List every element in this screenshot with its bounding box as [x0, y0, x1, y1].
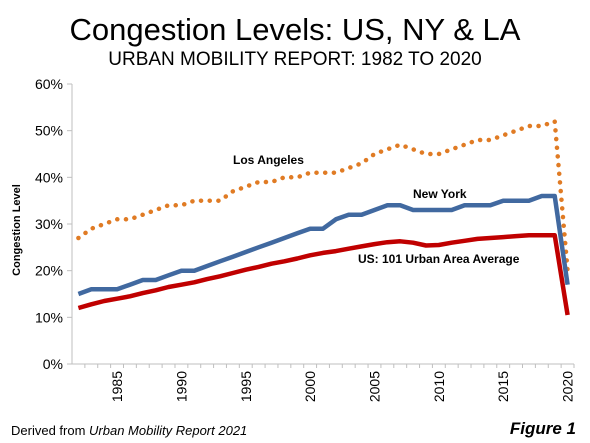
x-tick-label: 2005 — [366, 371, 382, 402]
series-label-los-angeles: Los Angeles — [233, 153, 304, 167]
chart-subtitle: URBAN MOBILITY REPORT: 1982 TO 2020 — [108, 49, 482, 70]
x-tick-label: 1985 — [109, 371, 125, 402]
x-tick-label: 2015 — [495, 371, 511, 402]
series-line-new-york — [77, 193, 570, 297]
y-tick-label: 10% — [35, 309, 63, 325]
source-prefix: Derived from — [11, 423, 90, 438]
y-tick-label: 0% — [43, 356, 63, 372]
figure-label: Figure 1 — [509, 419, 576, 438]
x-tick-label: 2000 — [302, 371, 318, 402]
x-tick-labels: 1985 1990 1995 2000 2005 2010 2015 2020 — [109, 371, 576, 402]
series-lines — [76, 119, 570, 316]
source-title: Urban Mobility Report 2021 — [89, 423, 248, 438]
chart-title: Congestion Levels: US, NY & LA — [69, 12, 521, 47]
axes — [67, 83, 575, 368]
y-tick-label: 50% — [35, 123, 63, 139]
series-label-us-average: US: 101 Urban Area Average — [358, 252, 520, 266]
x-tick-label: 1995 — [238, 371, 254, 402]
y-tick-label: 60% — [35, 76, 63, 92]
series-line-us-average — [77, 232, 570, 316]
series-label-new-york: New York — [413, 187, 467, 201]
x-tick-label: 2010 — [431, 371, 447, 402]
x-tick-label: 1990 — [173, 371, 189, 402]
y-axis-title: Congestion Level — [11, 184, 23, 276]
y-tick-label: 20% — [35, 263, 63, 279]
series-line-los-angeles — [76, 119, 570, 273]
x-tick-label: 2020 — [560, 371, 576, 402]
source-footnote: Derived from Urban Mobility Report 2021 — [11, 423, 247, 439]
y-tick-label: 30% — [35, 216, 63, 232]
y-tick-label: 40% — [35, 169, 63, 185]
y-tick-labels: 0% 10% 20% 30% 40% 50% 60% — [35, 76, 63, 372]
